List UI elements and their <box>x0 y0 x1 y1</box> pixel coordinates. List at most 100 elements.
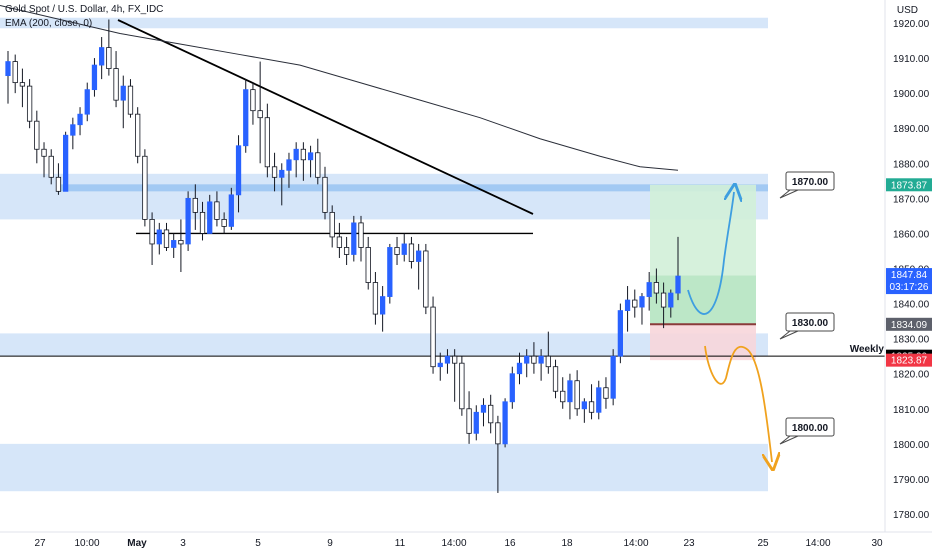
candle-body <box>545 355 551 368</box>
candle-body <box>41 148 47 157</box>
candle <box>343 236 350 265</box>
candle-body <box>538 355 544 364</box>
candle-body <box>408 243 415 262</box>
zone <box>0 173 768 220</box>
candle-body <box>387 247 393 297</box>
candle <box>113 51 119 108</box>
level-callouts: 1870.00 1830.00 1800.00 <box>779 171 835 445</box>
zone <box>58 184 768 192</box>
candle-body <box>286 159 292 171</box>
candle-body <box>603 387 609 399</box>
price-tick-label: 1910.00 <box>893 54 930 65</box>
candle-body <box>524 355 530 364</box>
candle <box>581 398 587 423</box>
candle <box>603 377 609 409</box>
candle-body <box>48 155 54 178</box>
candle <box>588 384 595 420</box>
price-tag-bg <box>886 353 932 367</box>
candle-body <box>264 117 270 168</box>
time-tick-label: 11 <box>395 538 406 549</box>
candle <box>41 142 47 178</box>
long-position-tool[interactable] <box>650 184 756 361</box>
candle-body <box>5 61 11 77</box>
candle-body <box>495 422 501 445</box>
candle-body <box>113 68 119 101</box>
candle-body <box>372 282 379 315</box>
candle <box>243 79 249 153</box>
candle-body <box>588 401 595 413</box>
candle <box>293 142 299 178</box>
candle <box>502 398 508 448</box>
candle-body <box>70 124 76 136</box>
candle <box>430 296 436 374</box>
candle <box>271 152 278 192</box>
candle-body <box>315 152 321 178</box>
candle <box>257 61 263 164</box>
candle-body <box>480 404 487 413</box>
candle <box>214 191 220 227</box>
candle <box>286 152 292 188</box>
candle <box>12 54 18 94</box>
candle <box>235 135 242 213</box>
price-tick-label: 1920.00 <box>893 19 930 30</box>
candle-body <box>336 236 343 248</box>
candle <box>250 82 256 125</box>
candle <box>336 222 343 258</box>
candle <box>372 272 379 325</box>
candle-body <box>142 155 148 220</box>
candle-body <box>343 247 350 255</box>
level-callout: 1800.00 <box>779 417 835 445</box>
candle-body <box>329 211 335 238</box>
candle <box>495 415 501 493</box>
candle <box>135 107 141 164</box>
price-tick-label: 1800.00 <box>893 440 930 451</box>
currency-label[interactable]: USD <box>896 5 918 16</box>
price-tick-label: 1810.00 <box>893 405 930 416</box>
candle <box>99 37 105 80</box>
candle-body <box>509 373 515 403</box>
trendline <box>117 19 534 215</box>
time-tick-label: 30 <box>871 538 883 549</box>
level-callout: 1830.00 <box>779 312 835 340</box>
candle-body <box>358 222 364 248</box>
price-tick-label: 1890.00 <box>893 124 930 135</box>
candle-body <box>63 134 69 192</box>
time-tick-label: 5 <box>255 538 261 549</box>
candle <box>408 236 415 269</box>
candle <box>488 394 494 434</box>
candle <box>34 110 40 164</box>
ema-200-path <box>0 4 679 171</box>
candle <box>524 349 530 378</box>
candle-body <box>416 250 422 262</box>
candle-body <box>531 355 537 364</box>
candle <box>120 75 126 129</box>
candle-body <box>401 243 407 255</box>
candle <box>228 187 234 230</box>
callout-label: 1830.00 <box>792 318 829 329</box>
candle-body <box>488 404 494 424</box>
candle-body <box>560 390 566 403</box>
candle-body <box>34 120 40 150</box>
ema-200-line <box>0 4 679 171</box>
price-tag-bg <box>886 317 932 331</box>
candle-body <box>192 197 198 213</box>
indicator-legend: EMA (200, close, 0) <box>5 18 93 29</box>
candle <box>127 79 134 118</box>
candle <box>199 201 206 241</box>
price-axis[interactable]: 1780.00 1790.00 1800.00 1810.00 1820.00 1830.… <box>884 0 930 532</box>
candle <box>538 349 544 381</box>
time-axis[interactable]: 27 10:00 May 3 5 9 11 14:00 16 18 14:00 23 25 14:00 30 <box>0 531 932 549</box>
time-tick-label: 9 <box>327 538 333 549</box>
candle <box>5 51 11 104</box>
candle <box>444 349 451 374</box>
candle <box>660 282 667 329</box>
candle-body <box>466 408 472 434</box>
candle-body <box>228 194 234 227</box>
candle <box>91 58 98 97</box>
candle-body <box>322 176 328 213</box>
callout-pointer <box>779 189 799 199</box>
candle-body <box>19 82 26 87</box>
stop-zone[interactable] <box>650 324 756 361</box>
candle <box>358 215 364 262</box>
